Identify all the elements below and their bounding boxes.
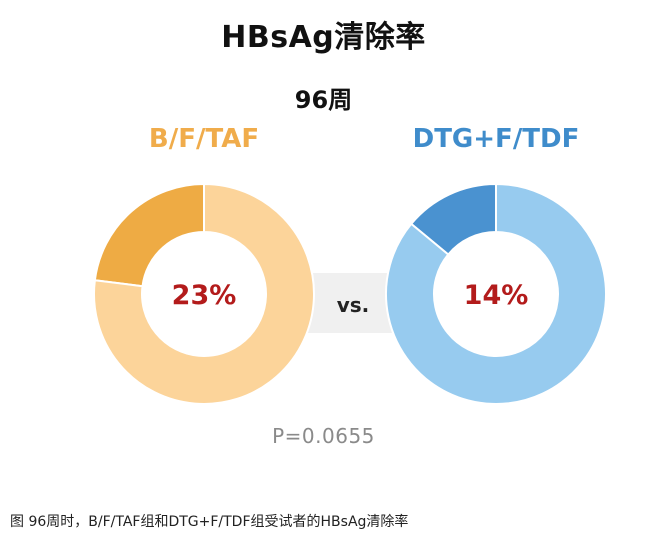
figure-caption: 图 96周时，B/F/TAF组和DTG+F/TDF组受试者的HBsAg清除率 <box>10 514 409 530</box>
vs-box <box>308 273 398 333</box>
group-label-bftaf: B/F/TAF <box>148 124 260 154</box>
donut-slice-bftaf-0 <box>93 182 205 288</box>
center-label-dtg: 14% <box>464 280 529 311</box>
chart-subtitle: 96周 <box>294 86 353 114</box>
donut-slice-dtg-1 <box>385 182 607 405</box>
group-label-dtg: DTG+F/TDF <box>412 124 580 154</box>
center-label-bftaf: 23% <box>172 280 237 311</box>
chart-title: HBsAg清除率 <box>221 20 426 55</box>
vs-label: vs. <box>337 293 370 317</box>
p-value: P=0.0655 <box>272 424 375 448</box>
donut-slice-bftaf-1 <box>93 182 315 405</box>
